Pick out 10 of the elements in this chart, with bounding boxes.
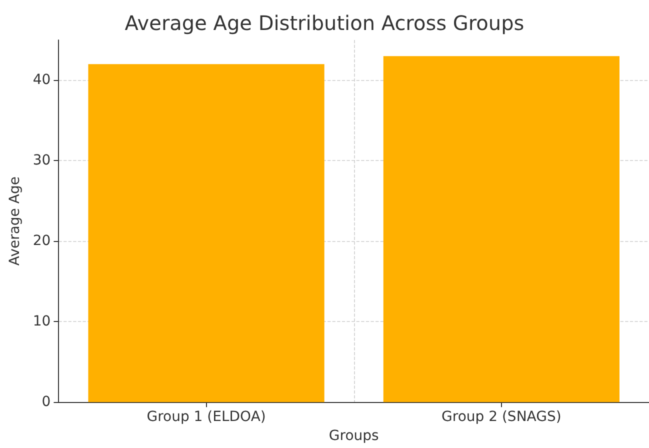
x-tick-label: Group 2 (SNAGS): [442, 409, 562, 426]
x-tick-label: Group 1 (ELDOA): [146, 409, 266, 426]
y-tick-label: 10: [32, 314, 51, 330]
y-tick-label: 20: [32, 233, 51, 250]
x-axis-title: Groups: [328, 428, 379, 444]
chart-title: Average Age Distribution Across Groups: [124, 11, 524, 35]
y-axis-title: Average Age: [7, 176, 23, 266]
y-tick-label: 0: [42, 394, 51, 410]
y-tick-label: 40: [32, 72, 51, 88]
y-tick-label: 30: [32, 152, 51, 169]
